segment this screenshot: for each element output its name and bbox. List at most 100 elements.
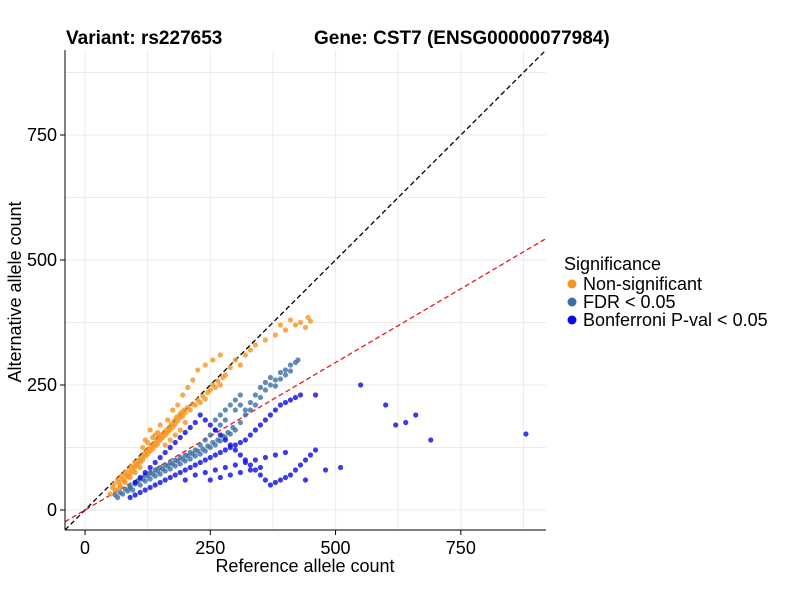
point-series-0	[212, 384, 218, 391]
point-series-0	[145, 439, 151, 446]
point-series-1	[242, 412, 248, 418]
point-series-1	[295, 357, 301, 363]
point-series-1	[267, 374, 274, 381]
point-series-2	[302, 457, 309, 463]
point-series-2	[287, 472, 294, 478]
point-series-0	[127, 474, 133, 481]
point-series-2	[212, 427, 218, 433]
point-series-1	[172, 463, 178, 469]
point-series-2	[177, 469, 183, 476]
point-series-2	[197, 459, 203, 466]
point-series-2	[262, 454, 269, 461]
point-series-0	[222, 372, 228, 378]
point-series-0	[210, 357, 216, 363]
y-tick-label: 250	[27, 375, 57, 395]
point-series-1	[257, 384, 264, 391]
point-series-2	[167, 474, 173, 481]
point-series-2	[282, 399, 289, 406]
point-series-1	[187, 449, 193, 456]
legend-key-0	[567, 279, 577, 289]
point-series-1	[212, 417, 218, 423]
point-series-1	[197, 451, 203, 457]
grid	[65, 50, 546, 530]
point-series-2	[142, 469, 148, 476]
point-series-1	[120, 491, 126, 497]
point-series-1	[232, 397, 238, 403]
point-series-0	[157, 422, 163, 428]
point-series-1	[272, 383, 279, 389]
point-series-2	[202, 469, 208, 476]
point-series-1	[182, 452, 188, 458]
point-series-2	[152, 459, 158, 466]
point-series-2	[182, 467, 188, 473]
point-series-2	[523, 431, 529, 437]
point-series-2	[307, 452, 314, 458]
point-series-2	[403, 419, 409, 426]
point-series-2	[232, 447, 238, 453]
point-series-2	[262, 417, 269, 423]
point-series-1	[252, 402, 258, 408]
point-series-0	[182, 409, 188, 416]
point-series-2	[428, 437, 434, 443]
point-series-0	[155, 429, 161, 436]
point-series-2	[137, 489, 143, 496]
point-series-1	[202, 437, 208, 443]
point-series-2	[222, 447, 228, 453]
point-series-2	[152, 482, 158, 488]
point-series-2	[297, 462, 304, 468]
point-series-2	[212, 452, 218, 458]
point-series-2	[132, 492, 138, 498]
point-series-1	[242, 407, 248, 413]
point-series-2	[297, 392, 304, 398]
point-series-2	[137, 474, 143, 481]
point-series-2	[302, 477, 309, 483]
point-series-1	[232, 407, 238, 413]
point-series-1	[287, 362, 294, 368]
point-series-0	[272, 332, 279, 338]
point-series-1	[222, 417, 228, 423]
point-series-2	[222, 464, 228, 471]
point-series-1	[207, 432, 213, 438]
point-series-2	[337, 464, 344, 471]
point-series-1	[167, 459, 173, 466]
point-series-2	[202, 417, 208, 423]
point-series-2	[292, 467, 299, 473]
point-series-2	[272, 407, 279, 413]
point-series-0	[287, 317, 294, 323]
point-series-2	[257, 472, 264, 478]
point-series-1	[237, 402, 243, 408]
legend-label-1: FDR < 0.05	[583, 292, 676, 312]
point-series-1	[202, 448, 208, 454]
point-series-0	[165, 417, 171, 423]
x-tick-label: 750	[446, 538, 476, 558]
point-series-0	[132, 469, 138, 476]
point-series-2	[227, 472, 233, 478]
point-series-2	[247, 432, 253, 438]
point-series-1	[217, 422, 223, 428]
point-series-0	[297, 319, 304, 326]
point-series-2	[227, 442, 233, 448]
point-series-2	[207, 454, 213, 461]
point-series-2	[217, 449, 223, 456]
point-series-1	[192, 453, 198, 459]
title-gene: Gene: CST7 (ENSG00000077984)	[314, 28, 610, 49]
point-series-1	[157, 464, 163, 471]
point-series-0	[195, 367, 201, 373]
point-series-2	[257, 464, 264, 471]
point-series-0	[155, 441, 161, 447]
point-series-2	[172, 472, 178, 478]
point-series-0	[170, 407, 176, 413]
data-points	[107, 314, 529, 501]
y-axis-title: Alternative allele count	[5, 201, 25, 382]
point-series-2	[192, 419, 198, 426]
point-series-1	[282, 372, 289, 378]
point-series-2	[207, 477, 213, 483]
point-series-0	[217, 382, 223, 388]
point-series-2	[162, 477, 168, 483]
point-series-0	[147, 427, 153, 433]
point-series-0	[172, 432, 178, 438]
axes	[64, 50, 546, 531]
legend-key-1	[567, 297, 577, 307]
point-series-0	[215, 378, 221, 384]
point-series-0	[140, 457, 146, 463]
